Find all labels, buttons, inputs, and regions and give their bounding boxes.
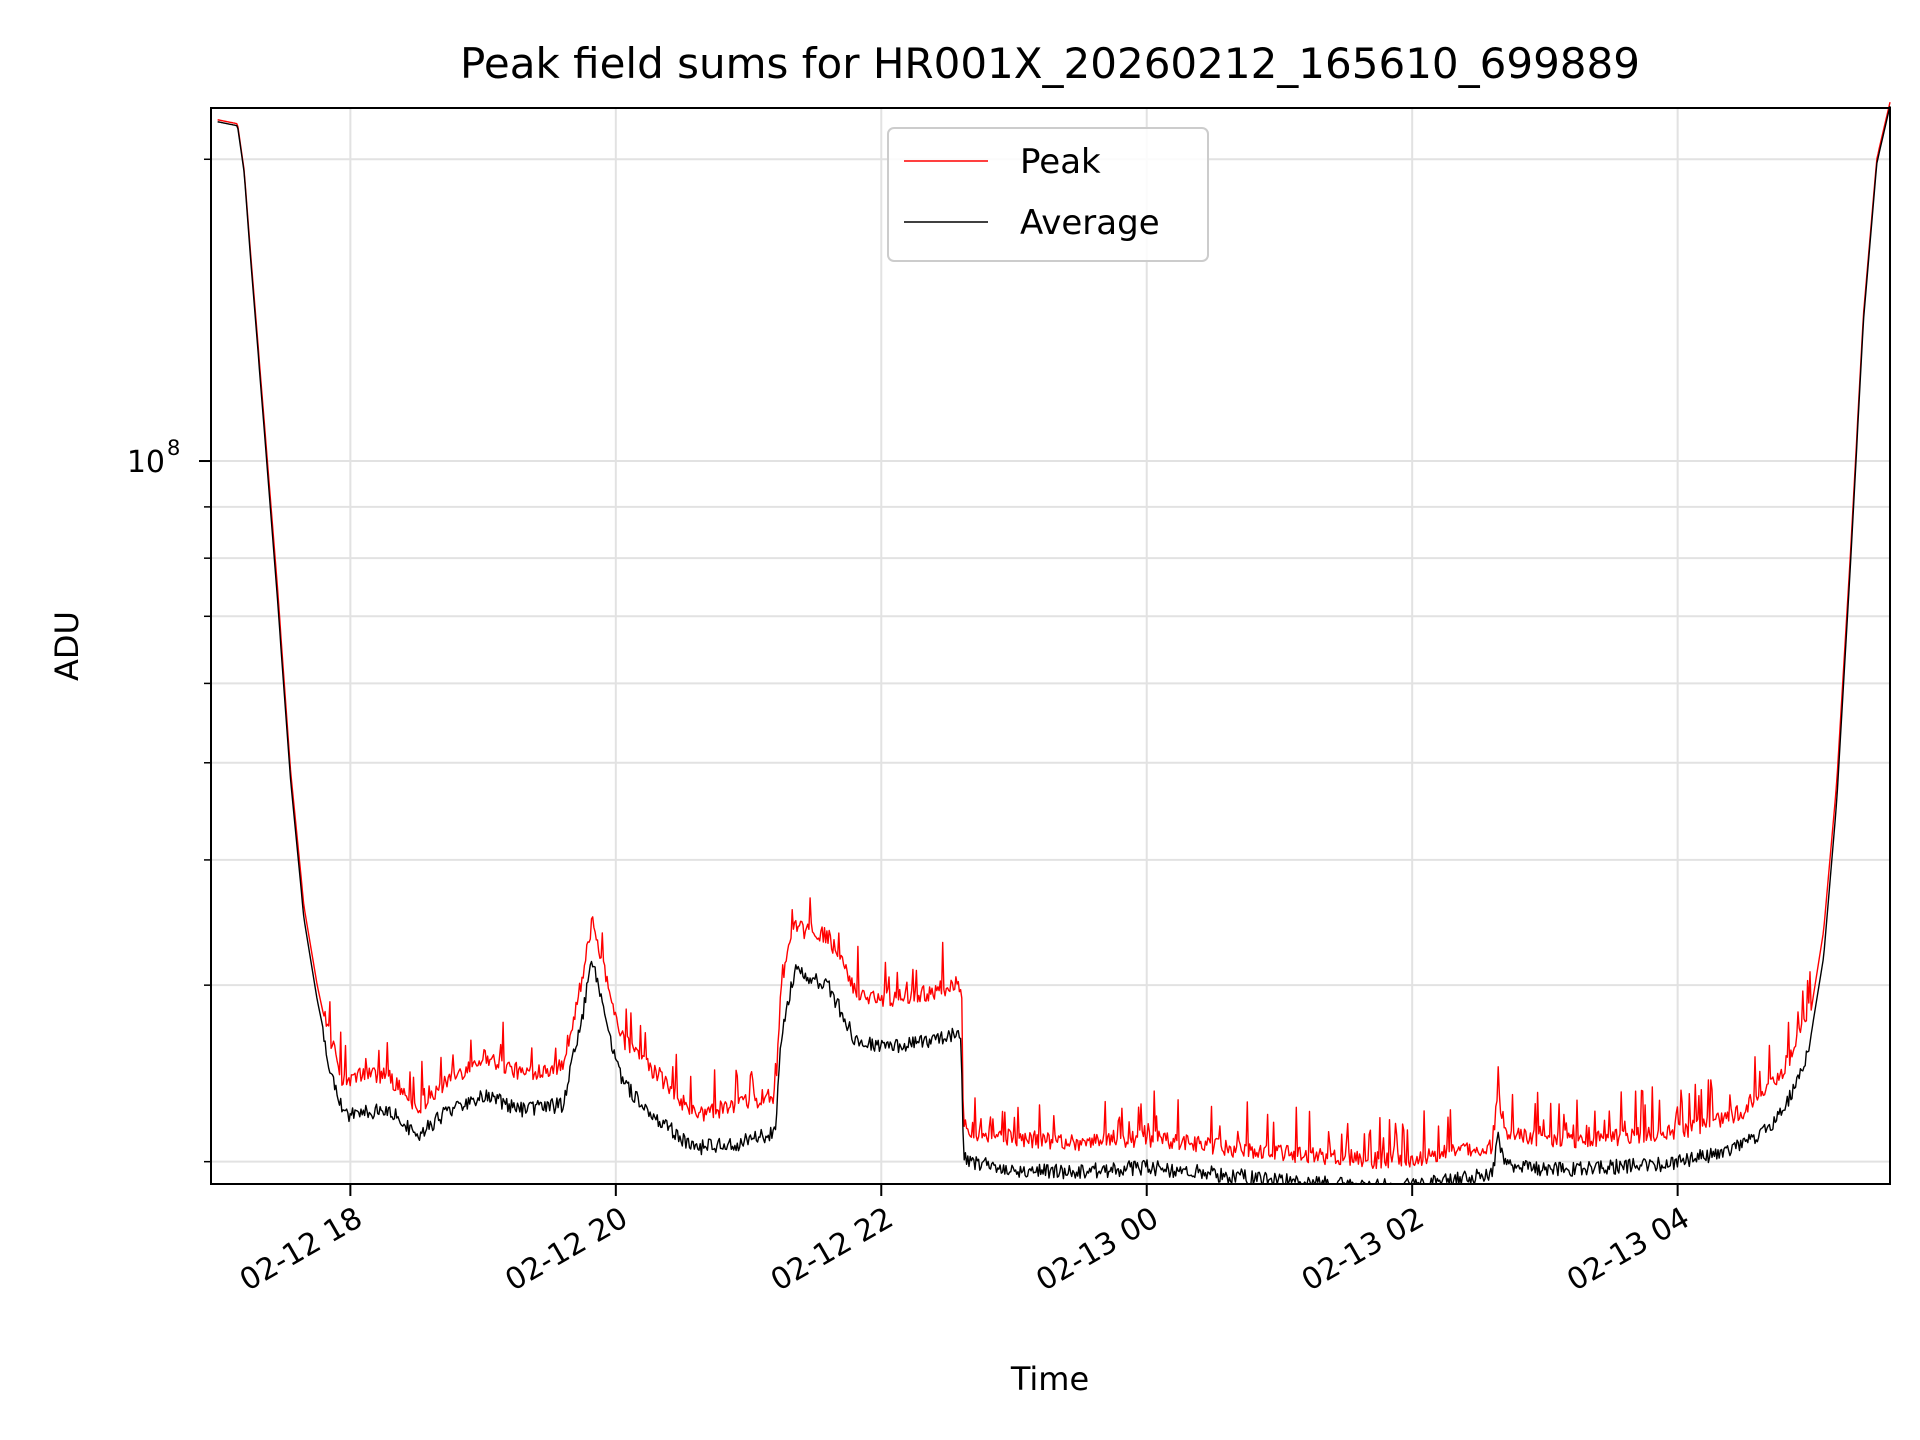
y-tick-label-exponent: 8 — [167, 436, 180, 460]
plot-frame — [210, 107, 1891, 1185]
y-axis-label: ADU — [48, 611, 86, 681]
x-axis-label: Time — [1010, 1360, 1089, 1398]
legend-average-label: Average — [1020, 203, 1160, 243]
y-tick-label-base: 10 — [127, 445, 165, 480]
peak-series-line — [217, 102, 1891, 1170]
average-series-line — [217, 105, 1891, 1185]
y-tick-label: 10 8 — [127, 436, 181, 480]
series-layer — [217, 102, 1891, 1185]
legend: Peak Average — [887, 127, 1209, 262]
legend-peak-label: Peak — [1020, 142, 1101, 182]
chart-title: Peak field sums for HR001X_20260212_1656… — [460, 39, 1640, 88]
